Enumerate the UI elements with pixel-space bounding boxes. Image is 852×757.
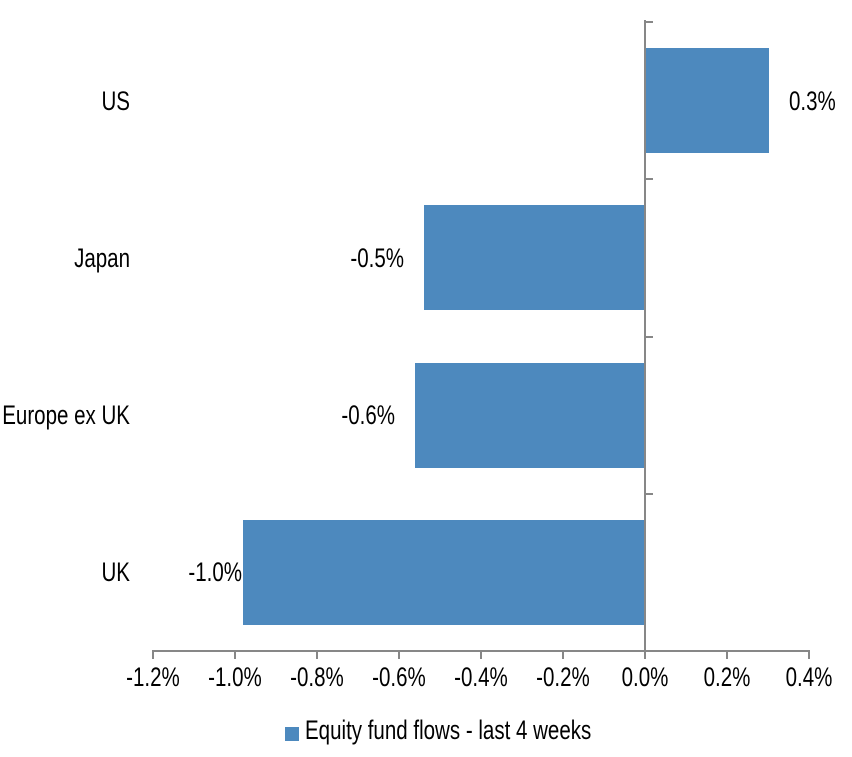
category-axis-line xyxy=(644,20,646,652)
x-tick-label: -0.4% xyxy=(454,662,508,692)
x-tick-label: 0.0% xyxy=(621,662,669,692)
category-label: UK xyxy=(101,557,130,588)
category-label: US xyxy=(101,85,130,116)
x-tick-label: -0.6% xyxy=(372,662,426,692)
x-tick-label: 0.2% xyxy=(703,662,751,692)
data-label: -0.5% xyxy=(349,242,404,273)
category-label: Europe ex UK xyxy=(2,400,130,431)
x-tick-label: -0.2% xyxy=(536,662,590,692)
category-tick xyxy=(646,335,653,338)
x-axis-tick xyxy=(234,650,236,659)
category-tick xyxy=(646,21,653,23)
bar-japan xyxy=(423,205,645,311)
bar-europe-ex-uk xyxy=(415,362,645,468)
category-tick xyxy=(646,178,653,181)
data-label: -1.0% xyxy=(188,557,243,588)
data-label: -0.6% xyxy=(341,400,396,431)
legend-label: Equity fund flows - last 4 weeks xyxy=(305,715,592,745)
x-axis-tick xyxy=(152,650,154,659)
x-tick-label: -1.2% xyxy=(126,662,180,692)
x-axis-tick xyxy=(808,650,810,659)
category-tick xyxy=(646,492,653,495)
x-axis-tick xyxy=(398,650,400,659)
data-label: 0.3% xyxy=(789,85,836,116)
x-tick-label: 0.4% xyxy=(785,662,833,692)
x-axis-tick xyxy=(644,650,646,659)
x-axis-tick xyxy=(562,650,564,659)
x-tick-label: -0.8% xyxy=(290,662,344,692)
x-axis-tick xyxy=(480,650,482,659)
legend-swatch-icon xyxy=(285,727,299,741)
category-label: Japan xyxy=(74,242,130,273)
x-axis-tick xyxy=(726,650,728,659)
bar-us xyxy=(646,48,769,153)
x-tick-label: -1.0% xyxy=(208,662,262,692)
bar-uk xyxy=(243,519,645,625)
x-axis-tick xyxy=(316,650,318,659)
value-axis-line xyxy=(152,650,810,652)
